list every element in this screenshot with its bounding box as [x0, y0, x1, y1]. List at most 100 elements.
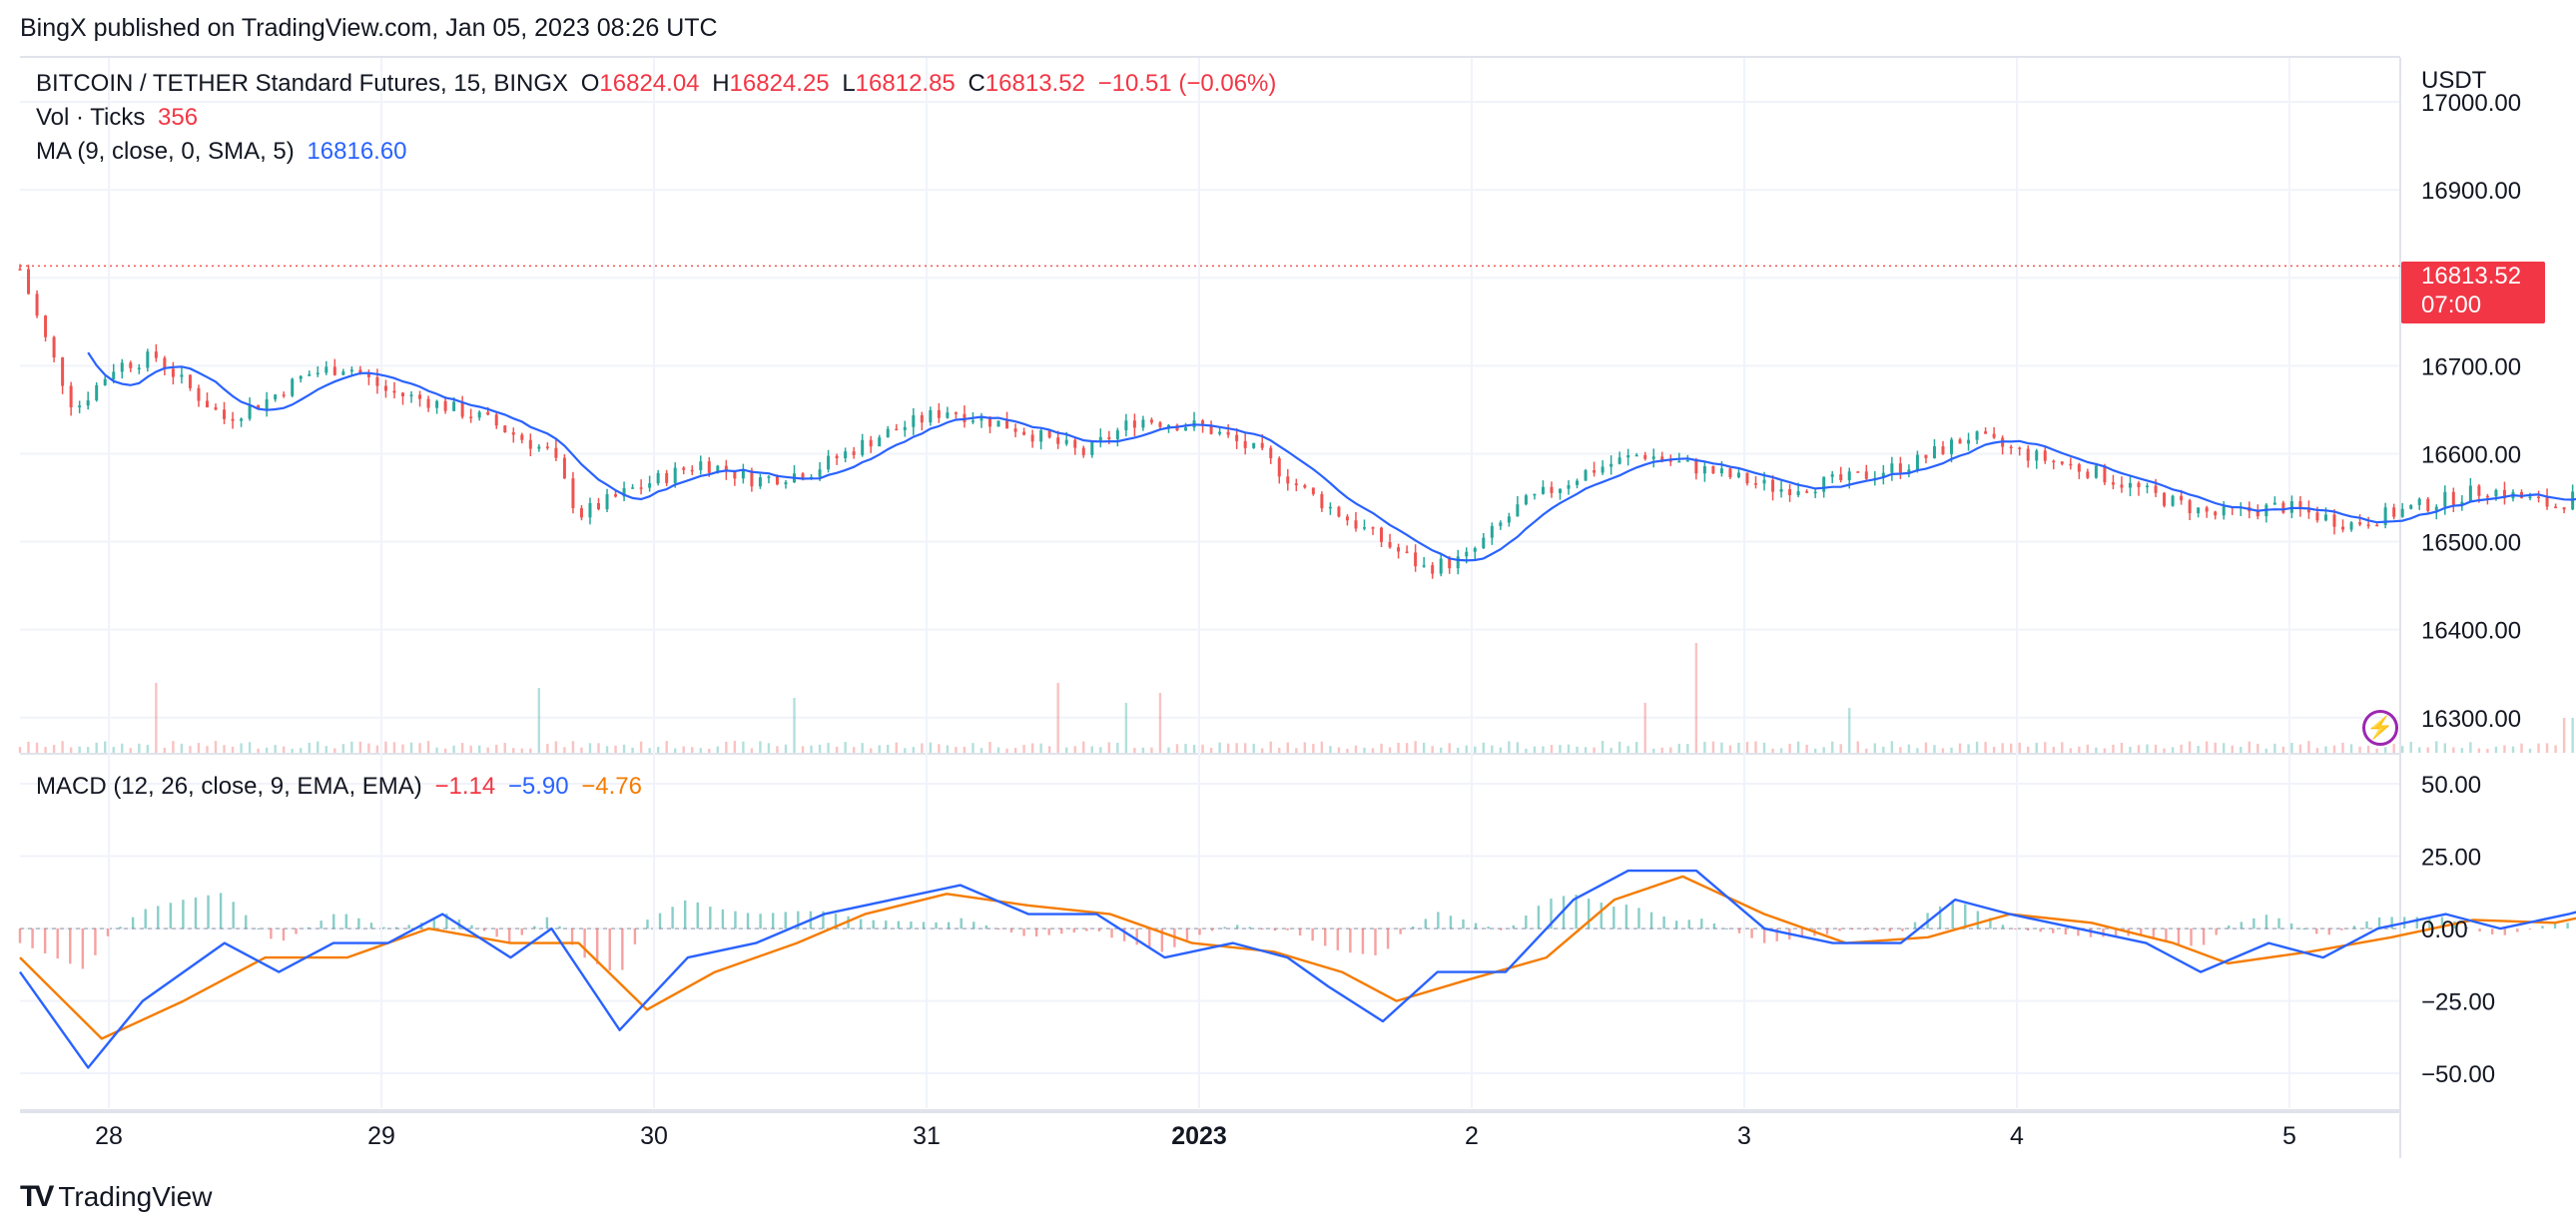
macd-histogram-bar — [445, 914, 448, 929]
macd-histogram-bar — [1750, 928, 1753, 938]
volume-bar — [1882, 746, 1885, 753]
candle-body — [1685, 460, 1689, 462]
candle-body — [2366, 524, 2370, 526]
volume-bar — [2298, 744, 2302, 753]
candle-body — [299, 375, 303, 379]
macd-histogram-bar — [984, 924, 988, 929]
low-label: L — [842, 70, 856, 97]
macd-histogram-bar — [545, 917, 549, 929]
macd-histogram-bar — [1662, 916, 1665, 929]
volume-bar — [2180, 744, 2183, 753]
volume-bar — [206, 746, 209, 753]
candle-body — [520, 434, 524, 440]
macd-histogram-bar — [1248, 926, 1252, 929]
macd-histogram-bar — [1964, 904, 1967, 929]
volume-bar — [2001, 743, 2004, 753]
volume-bar — [2494, 746, 2498, 753]
candle-body — [1576, 480, 1580, 485]
candle-body — [2188, 500, 2192, 514]
candle-body — [2528, 496, 2532, 499]
candle-body — [324, 366, 328, 373]
candle-body — [1422, 565, 1426, 567]
candle-body — [1431, 565, 1435, 574]
macd-histogram-bar — [1198, 928, 1201, 935]
volume-bar — [1107, 742, 1111, 753]
volume-bar — [1975, 741, 1979, 753]
candle-body — [1984, 431, 1988, 434]
candle-body — [2120, 484, 2124, 488]
macd-histogram-bar — [482, 928, 486, 931]
macd-histogram-bar — [960, 918, 963, 929]
candle-body — [1209, 424, 1213, 434]
macd-histogram-bar — [1349, 928, 1352, 953]
volume-bar — [929, 742, 933, 753]
volume-bar — [682, 746, 685, 753]
volume-bar — [341, 744, 345, 753]
volume-bar — [793, 698, 796, 753]
macd-histogram-bar — [922, 922, 926, 929]
candle-body — [1397, 547, 1401, 552]
macd-histogram-bar — [2327, 928, 2330, 935]
volume-bar — [435, 747, 438, 753]
symbol-legend: BITCOIN / TETHER Standard Futures, 15, B… — [36, 70, 1282, 98]
macd-histogram-bar — [935, 922, 938, 929]
candle-body — [1405, 551, 1409, 553]
candle-body — [240, 418, 244, 421]
volume-bar — [708, 748, 711, 753]
volume-bar — [580, 747, 583, 753]
candle-body — [605, 494, 609, 510]
volume-bar — [835, 746, 839, 753]
price-tick-label: 16400.00 — [2421, 618, 2521, 645]
macd-histogram-bar — [2052, 928, 2055, 933]
candle-body — [1141, 419, 1145, 428]
macd-histogram-bar — [1286, 928, 1289, 930]
candle-body — [946, 412, 950, 418]
volume-bar — [291, 748, 294, 753]
macd-legend: MACD (12, 26, close, 9, EMA, EMA) −1.14 … — [36, 773, 648, 801]
macd-histogram-bar — [31, 928, 34, 948]
candle-body — [988, 416, 992, 427]
lightning-icon[interactable]: ⚡ — [2362, 710, 2398, 746]
macd-histogram-bar — [1160, 928, 1164, 952]
volume-bar — [776, 746, 779, 753]
volume-bar — [1013, 748, 1017, 753]
volume-bar — [2035, 742, 2038, 753]
macd-histogram-bar — [2089, 928, 2093, 937]
macd-histogram-bar — [1863, 928, 1866, 930]
macd-histogram-bar — [2064, 928, 2068, 935]
macd-histogram-bar — [144, 909, 147, 929]
volume-bar — [1762, 742, 1766, 753]
candle-body — [648, 483, 652, 488]
moving-average — [87, 351, 2576, 562]
candle-body — [188, 374, 192, 388]
volume-bar — [129, 748, 132, 753]
volume-bar — [887, 745, 890, 753]
candle-body — [392, 390, 396, 393]
volume-bar — [1337, 747, 1341, 753]
candle-body — [1337, 506, 1341, 517]
candle-body — [528, 439, 532, 449]
chart-frame[interactable] — [20, 56, 2400, 1113]
macd-histogram-bar — [1575, 895, 1578, 929]
volume-bar — [1839, 744, 1842, 753]
volume-bar — [1022, 745, 1025, 753]
macd-histogram-bar — [859, 919, 863, 929]
volume-bar — [2418, 747, 2421, 753]
volume-bar — [742, 741, 745, 753]
volume-bar — [477, 745, 481, 753]
macd-histogram-bar — [1386, 928, 1390, 949]
candle-body — [2477, 485, 2481, 496]
footer-brand[interactable]: TV TradingView — [20, 1180, 212, 1214]
candle-body — [562, 457, 566, 479]
candle-body — [2035, 450, 2039, 461]
volume-bar — [223, 745, 226, 753]
ma-label: MA (9, close, 0, SMA, 5) — [36, 138, 295, 165]
volume-bar — [921, 743, 924, 753]
candle-body — [588, 502, 592, 518]
candle-body — [571, 478, 575, 509]
volume-bar — [571, 741, 575, 753]
candle-body — [2400, 508, 2404, 517]
volume-legend: Vol · Ticks 356 — [36, 104, 204, 132]
volume-bar — [358, 741, 362, 753]
